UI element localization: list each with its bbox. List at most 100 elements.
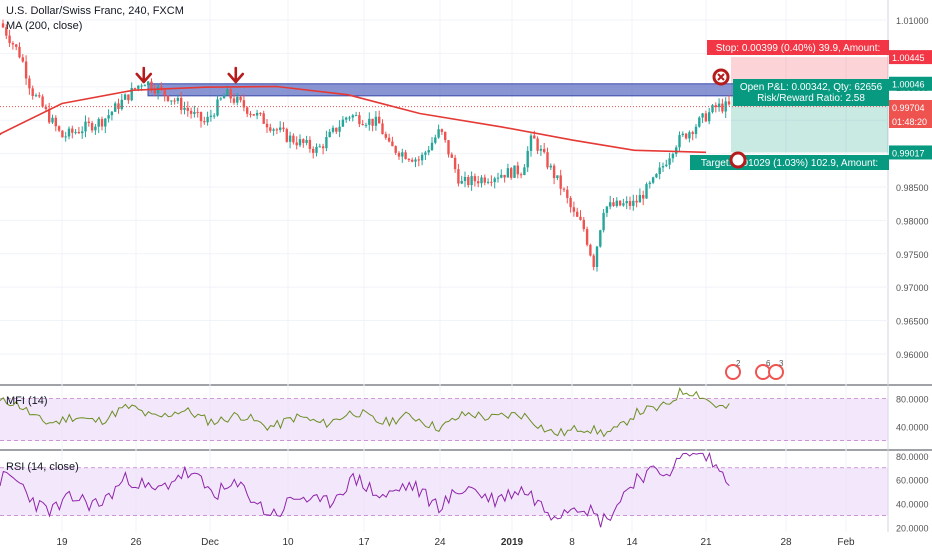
candle-body [302, 139, 305, 144]
candle-body [665, 164, 668, 167]
candle-body [381, 123, 384, 135]
stop-price-label: 1.00445 [892, 53, 925, 63]
candle-body [143, 85, 147, 87]
candle-body [292, 135, 295, 143]
candle-body [655, 173, 658, 178]
candle-body [232, 98, 236, 103]
candle-body [354, 115, 358, 117]
candle-body [120, 99, 123, 110]
candle-body [160, 86, 163, 90]
candle-body [394, 146, 397, 153]
candle-body [480, 177, 483, 184]
candle-body [216, 99, 219, 116]
rsi-indicator-label[interactable]: RSI (14, close) [6, 461, 79, 473]
candle-body [681, 133, 684, 136]
candle-body [391, 141, 394, 147]
candle-body [196, 111, 199, 113]
candle-body [490, 181, 493, 183]
target-label-text: Target: 0.01029 (1.03%) 102.9, Amount: [701, 158, 878, 169]
candle-body [727, 101, 731, 105]
candle-body [721, 103, 724, 112]
candle-body [638, 194, 642, 203]
entry-price-label: 1.00046 [892, 80, 925, 90]
candle-body [384, 134, 387, 138]
candle-body [493, 178, 496, 183]
candle-body [510, 168, 513, 178]
mfi-indicator-label[interactable]: MFI (14) [6, 395, 48, 407]
candle-body [193, 111, 196, 114]
candle-body [628, 201, 632, 206]
candle-body [622, 203, 625, 206]
candle-body [269, 127, 272, 131]
candle-body [71, 128, 74, 133]
candle-body [387, 137, 391, 142]
x-tick-label: 14 [626, 537, 638, 548]
candle-body [272, 129, 275, 131]
candle-body [516, 165, 519, 175]
candle-body [127, 94, 130, 101]
candle-body [137, 85, 140, 89]
candle-body [407, 159, 411, 161]
candle-body [371, 118, 374, 126]
candle-body [589, 244, 592, 256]
candle-body [711, 105, 714, 113]
candle-body [506, 168, 510, 178]
candle-body [153, 89, 156, 94]
candle-body [519, 174, 523, 176]
candle-body [684, 133, 688, 139]
candle-body [100, 119, 104, 127]
x-tick-label: Dec [201, 537, 219, 548]
candle-body [199, 112, 203, 122]
economic-event-icon [768, 364, 784, 380]
candle-body [107, 115, 110, 119]
symbol-title[interactable]: U.S. Dollar/Swiss Franc, 240, FXCM [6, 5, 184, 17]
candle-body [5, 27, 8, 36]
candle-body [285, 129, 288, 142]
ma-indicator-label[interactable]: MA (200, close) [6, 20, 83, 32]
candle-body [38, 95, 41, 97]
candle-body [74, 131, 77, 133]
candle-body [374, 116, 378, 126]
economic-event-icon [725, 364, 741, 380]
x-tick-label: 24 [434, 537, 446, 548]
candle-body [18, 46, 21, 58]
resistance-zone [147, 83, 737, 97]
candle-body [529, 135, 533, 151]
candle-body [315, 146, 318, 153]
candle-body [11, 43, 15, 45]
candle-body [691, 132, 694, 134]
candle-body [605, 206, 609, 213]
x-tick-label: 10 [282, 537, 294, 548]
candle-body [24, 61, 28, 79]
candle-body [341, 119, 345, 127]
candle-body [358, 115, 361, 125]
candle-body [222, 95, 226, 99]
down-arrow-marker [227, 66, 245, 84]
x-tick-label: 26 [130, 537, 142, 548]
candle-body [582, 219, 585, 230]
candle-body [173, 100, 176, 102]
candle-body [701, 113, 704, 118]
candle-body [87, 121, 90, 123]
candle-body [566, 189, 569, 198]
open-pnl-label-bg [733, 79, 889, 106]
candle-body [671, 153, 675, 159]
candle-body [496, 177, 500, 179]
x-tick-label: 19 [56, 537, 68, 548]
candle-body [457, 169, 460, 184]
candle-body [295, 142, 298, 146]
event-count: 6 [766, 359, 771, 368]
candle-body [275, 129, 279, 131]
y-tick-label: 0.97500 [896, 250, 929, 260]
mfi-y-tick: 80.0000 [896, 395, 929, 405]
candle-body [470, 176, 473, 186]
candle-body [599, 230, 602, 247]
candle-body [585, 229, 589, 245]
candle-body [364, 124, 368, 126]
candle-body [513, 165, 516, 178]
down-arrow-marker [135, 66, 153, 84]
candle-body [543, 148, 546, 153]
candle-body [427, 150, 430, 153]
